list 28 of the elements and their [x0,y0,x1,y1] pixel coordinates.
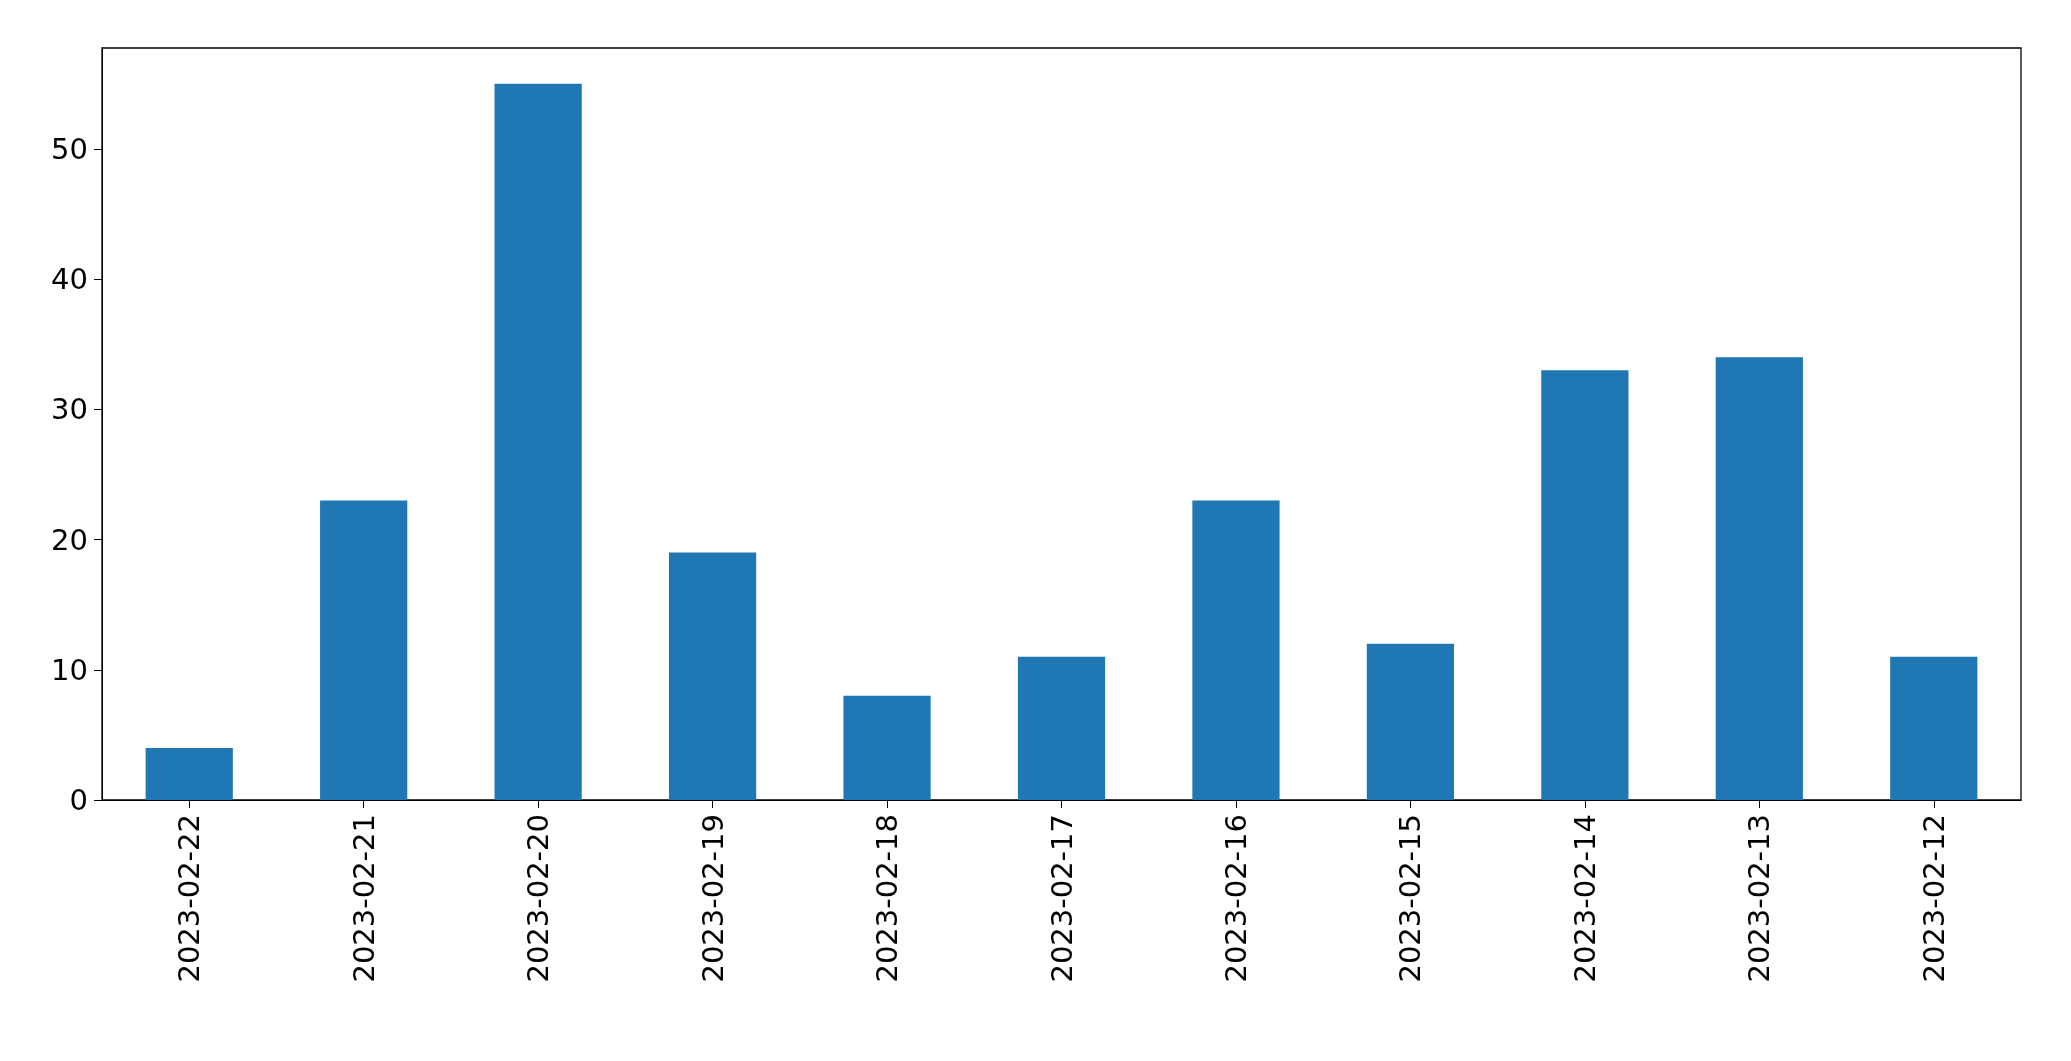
x-tick-label: 2023-02-22 [172,814,207,983]
y-tick-label: 20 [51,522,88,557]
bar [1541,370,1629,800]
x-tick-label: 2023-02-20 [521,814,556,983]
x-tick-label: 2023-02-19 [695,814,730,983]
y-tick-label: 0 [69,783,88,817]
y-tick-label: 50 [51,131,88,166]
x-tick-label: 2023-02-16 [1218,814,1253,983]
x-tick-label: 2023-02-15 [1393,814,1428,983]
bar [494,83,582,800]
bar [668,552,757,800]
x-tick-label: 2023-02-17 [1044,814,1079,983]
bar [145,747,233,800]
y-tick-label: 40 [51,262,88,297]
y-tick-label: 10 [51,652,88,687]
bar [320,500,408,800]
bar [843,695,931,800]
x-tick-label: 2023-02-12 [1916,814,1951,983]
y-tick-label: 30 [51,392,88,427]
bar [1715,357,1803,800]
x-tick-label: 2023-02-13 [1742,814,1777,983]
x-tick-label: 2023-02-21 [346,814,381,983]
bar [1890,656,1978,800]
x-tick-label: 2023-02-14 [1567,814,1602,983]
bar [1017,656,1106,800]
bar [1366,643,1455,800]
x-tick-label: 2023-02-18 [870,814,905,983]
bar [1192,500,1280,800]
